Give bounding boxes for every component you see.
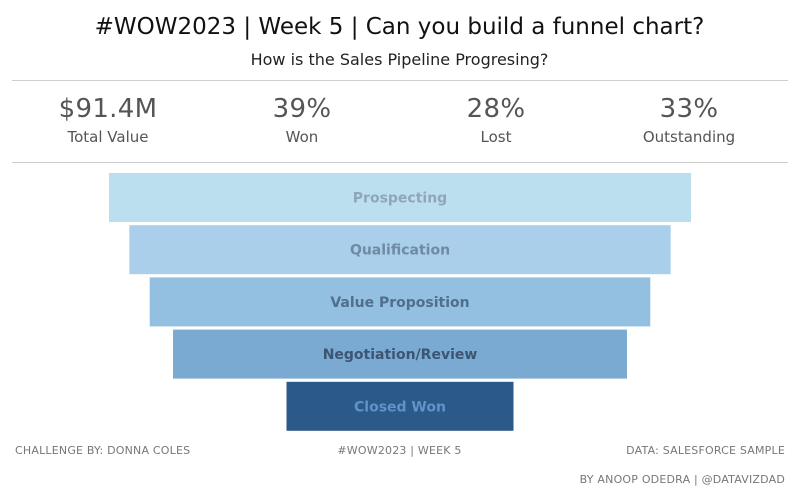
kpi-value: 28% bbox=[466, 94, 526, 124]
kpi-value: $91.4M bbox=[58, 94, 158, 124]
funnel-stage: Negotiation/Review bbox=[173, 329, 627, 379]
funnel-bar bbox=[173, 329, 627, 379]
funnel-label: Prospecting bbox=[353, 191, 447, 207]
funnel-bar bbox=[286, 381, 514, 431]
footer-challenge: CHALLENGE BY: DONNA COLES bbox=[15, 444, 191, 457]
funnel-label: Negotiation/Review bbox=[323, 347, 478, 363]
footer-data-source: DATA: SALESFORCE SAMPLE bbox=[626, 444, 785, 457]
funnel-label: Closed Won bbox=[354, 399, 446, 415]
kpi-label: Lost bbox=[480, 128, 512, 146]
kpi-total-value: $91.4M Total Value bbox=[8, 94, 208, 146]
kpi-won: 39% Won bbox=[202, 94, 402, 146]
kpi-label: Total Value bbox=[67, 128, 149, 146]
funnel-stage: Value Proposition bbox=[149, 277, 651, 327]
footer-credit: BY ANOOP ODEDRA | @DATAVIZDAD bbox=[579, 473, 785, 486]
funnel-stage: Qualification bbox=[129, 225, 671, 275]
kpi-value: 39% bbox=[272, 94, 332, 124]
funnel-bar bbox=[109, 173, 691, 222]
page-title: #WOW2023 | Week 5 | Can you build a funn… bbox=[94, 14, 705, 40]
funnel-stage: Prospecting bbox=[109, 173, 691, 222]
divider-bottom bbox=[12, 162, 788, 163]
funnel-label: Value Proposition bbox=[330, 295, 469, 311]
kpi-lost: 28% Lost bbox=[396, 94, 596, 146]
funnel-bar bbox=[149, 277, 651, 327]
funnel-stage: Closed Won bbox=[286, 381, 514, 431]
page-subtitle: How is the Sales Pipeline Progresing? bbox=[250, 50, 549, 69]
funnel-bar bbox=[129, 225, 671, 275]
kpi-outstanding: 33% Outstanding bbox=[589, 94, 789, 146]
footer-week: #WOW2023 | WEEK 5 bbox=[337, 444, 462, 457]
funnel-label: Qualification bbox=[350, 243, 450, 259]
divider-top bbox=[12, 80, 788, 81]
kpi-label: Outstanding bbox=[642, 128, 736, 146]
kpi-label: Won bbox=[285, 128, 319, 146]
kpi-value: 33% bbox=[659, 94, 719, 124]
